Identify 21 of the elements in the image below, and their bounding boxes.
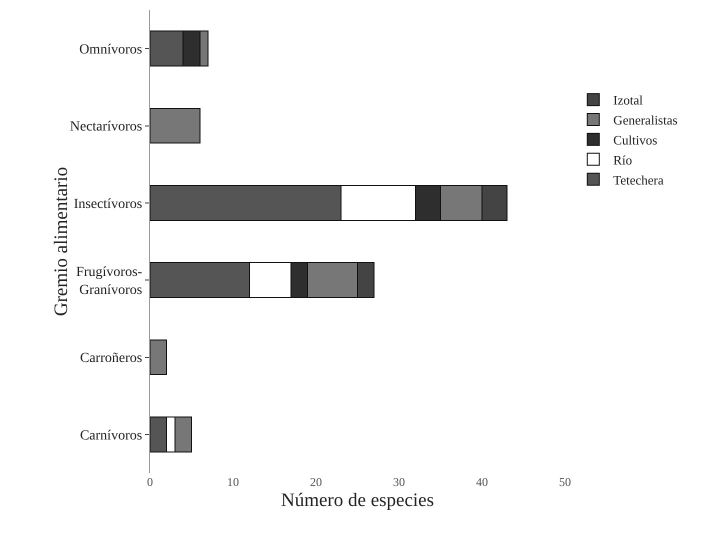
x-tick-label: 20 — [310, 475, 322, 489]
y-tick-label: Insectívoros — [74, 196, 142, 212]
legend-label: Río — [613, 152, 632, 168]
legend-label: Generalistas — [613, 112, 678, 128]
x-tick-label: 30 — [393, 475, 405, 489]
legend-label: Tetechera — [613, 172, 664, 188]
bar — [150, 339, 168, 376]
x-tick-label: 50 — [559, 475, 571, 489]
x-tick-label: 40 — [476, 475, 488, 489]
x-axis-title: Número de especies — [281, 490, 434, 511]
y-axis-title: Gremio alimentario — [50, 166, 72, 316]
y-tick-label: Frugívoros-Granívoros — [76, 264, 143, 298]
legend-label: Cultivos — [613, 132, 658, 148]
y-tick-label: Carroñeros — [80, 351, 142, 366]
y-tick-label: Carnívoros — [80, 428, 142, 444]
x-tick-label: 10 — [227, 475, 239, 489]
y-tick-label: Nectarívoros — [70, 120, 142, 135]
bar — [150, 108, 200, 144]
x-tick-label: 0 — [147, 475, 153, 489]
legend-label: Izotal — [613, 92, 644, 108]
y-tick-label: Omnívoros — [79, 42, 142, 58]
